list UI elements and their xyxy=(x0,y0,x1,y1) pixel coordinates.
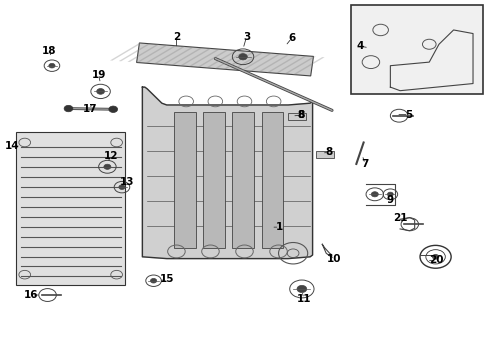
Text: 1: 1 xyxy=(275,222,283,232)
Text: 13: 13 xyxy=(120,177,134,187)
Text: 18: 18 xyxy=(41,46,56,57)
Text: 8: 8 xyxy=(325,147,332,157)
Polygon shape xyxy=(284,57,315,74)
Circle shape xyxy=(150,278,156,283)
Text: 11: 11 xyxy=(296,294,310,303)
Circle shape xyxy=(238,54,247,60)
Bar xyxy=(232,112,254,248)
Bar xyxy=(261,112,283,248)
Text: 8: 8 xyxy=(297,110,305,120)
Bar xyxy=(136,43,313,76)
Polygon shape xyxy=(223,52,254,69)
Polygon shape xyxy=(153,46,185,64)
Polygon shape xyxy=(231,52,263,70)
Text: 12: 12 xyxy=(104,151,118,161)
Polygon shape xyxy=(205,50,237,68)
Polygon shape xyxy=(119,44,150,61)
Text: 20: 20 xyxy=(428,255,443,265)
Circle shape xyxy=(386,192,392,197)
Text: 19: 19 xyxy=(91,70,105,80)
Bar xyxy=(174,112,196,248)
Polygon shape xyxy=(188,49,220,67)
Polygon shape xyxy=(144,46,176,63)
Circle shape xyxy=(97,89,104,94)
Polygon shape xyxy=(136,45,167,63)
Bar xyxy=(287,113,305,120)
Polygon shape xyxy=(249,54,281,71)
Circle shape xyxy=(103,164,111,169)
Circle shape xyxy=(432,255,438,259)
Bar xyxy=(203,112,224,248)
Polygon shape xyxy=(179,48,211,66)
Polygon shape xyxy=(171,48,203,65)
Text: 10: 10 xyxy=(326,254,341,264)
Circle shape xyxy=(296,285,306,293)
Polygon shape xyxy=(275,56,306,73)
Circle shape xyxy=(49,63,55,68)
Text: 9: 9 xyxy=(386,195,393,204)
Polygon shape xyxy=(197,50,228,67)
Text: 8: 8 xyxy=(297,110,305,120)
Bar xyxy=(316,151,333,158)
Text: 5: 5 xyxy=(405,110,411,120)
Text: 16: 16 xyxy=(24,290,39,300)
Text: 3: 3 xyxy=(243,32,249,42)
Text: 4: 4 xyxy=(355,41,363,51)
Polygon shape xyxy=(162,47,194,65)
Polygon shape xyxy=(292,57,324,75)
Text: 21: 21 xyxy=(392,213,407,223)
Polygon shape xyxy=(127,44,159,62)
Polygon shape xyxy=(214,51,246,69)
Bar xyxy=(16,132,125,285)
Circle shape xyxy=(370,192,378,197)
Text: 7: 7 xyxy=(361,159,368,169)
Circle shape xyxy=(109,106,117,112)
Circle shape xyxy=(119,185,125,189)
Text: 14: 14 xyxy=(5,141,20,151)
Bar xyxy=(351,5,482,94)
Text: 2: 2 xyxy=(172,32,180,42)
Circle shape xyxy=(64,105,73,112)
Polygon shape xyxy=(110,43,142,60)
Text: 17: 17 xyxy=(82,104,97,114)
Polygon shape xyxy=(266,55,298,73)
Polygon shape xyxy=(142,87,312,258)
Text: 15: 15 xyxy=(159,274,174,284)
Text: 6: 6 xyxy=(287,33,295,43)
Polygon shape xyxy=(240,53,272,71)
Polygon shape xyxy=(258,54,289,72)
